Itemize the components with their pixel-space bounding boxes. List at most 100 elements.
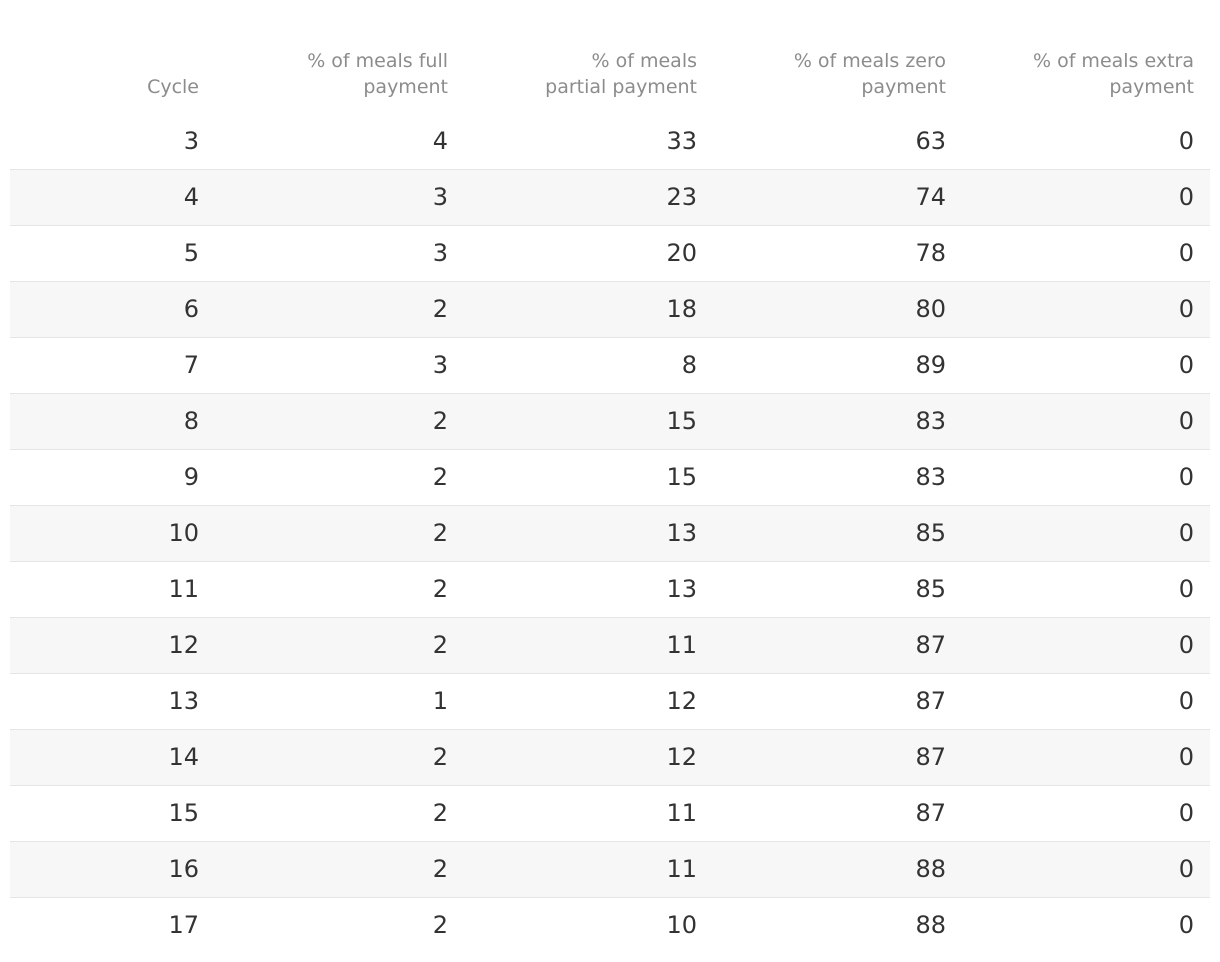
cell-cycle: 7	[10, 337, 215, 394]
cell-cycle: 16	[10, 841, 215, 898]
cell-extra-payment: 0	[962, 113, 1210, 170]
cell-full-payment: 1	[215, 673, 464, 730]
table-row: 7 3 8 89 0	[10, 337, 1210, 394]
table-row: 6 2 18 80 0	[10, 281, 1210, 338]
column-header-full-payment: % of meals full payment	[307, 50, 448, 98]
cell-full-payment: 2	[215, 449, 464, 506]
cell-full-payment: 4	[215, 113, 464, 170]
cell-full-payment: 3	[215, 337, 464, 394]
cell-full-payment: 2	[215, 617, 464, 674]
table-row: 9 2 15 83 0	[10, 449, 1210, 506]
table-row: 14 2 12 87 0	[10, 729, 1210, 786]
cell-partial-payment: 15	[464, 393, 713, 450]
cell-extra-payment: 0	[1178, 911, 1194, 940]
data-table: Cycle % of meals full payment % of meals…	[10, 0, 1210, 953]
cell-partial-payment: 20	[464, 225, 713, 282]
table-header: Cycle % of meals full payment % of meals…	[10, 0, 1210, 113]
cell-zero-payment: 87	[713, 617, 962, 674]
data-table-container: Cycle % of meals full payment % of meals…	[10, 0, 1210, 953]
table-row: 16 2 11 88 0	[10, 841, 1210, 898]
cell-full-payment: 2	[215, 505, 464, 562]
cell-zero-payment: 89	[713, 337, 962, 394]
column-header-zero-payment: % of meals zero payment	[793, 50, 946, 98]
cell-partial-payment: 12	[464, 673, 713, 730]
cell-extra-payment: 0	[962, 673, 1210, 730]
table-row: 15 2 11 87 0	[10, 785, 1210, 842]
table-row: 12 2 11 87 0	[10, 617, 1210, 674]
cell-cycle: 11	[10, 561, 215, 618]
cell-extra-payment: 0	[962, 505, 1210, 562]
table-row: 4 3 23 74 0	[10, 169, 1210, 226]
cell-partial-payment: 10	[666, 911, 697, 940]
cell-extra-payment: 0	[962, 617, 1210, 674]
cell-full-payment: 2	[215, 841, 464, 898]
cell-cycle: 12	[10, 617, 215, 674]
cell-full-payment: 2	[215, 785, 464, 842]
cell-zero-payment: 87	[713, 729, 962, 786]
cell-zero-payment: 74	[713, 169, 962, 226]
cell-cycle: 5	[10, 225, 215, 282]
cell-partial-payment: 12	[464, 729, 713, 786]
table-row: 11 2 13 85 0	[10, 561, 1210, 618]
cell-extra-payment: 0	[962, 729, 1210, 786]
cell-partial-payment: 11	[464, 617, 713, 674]
cell-zero-payment: 83	[713, 393, 962, 450]
cell-cycle: 6	[10, 281, 215, 338]
cell-cycle: 10	[10, 505, 215, 562]
cell-cycle: 3	[10, 113, 215, 170]
cell-zero-payment: 87	[713, 673, 962, 730]
cell-full-payment: 2	[432, 911, 448, 940]
cell-zero-payment: 85	[713, 505, 962, 562]
cell-partial-payment: 18	[464, 281, 713, 338]
cell-cycle: 8	[10, 393, 215, 450]
cell-full-payment: 3	[215, 169, 464, 226]
cell-partial-payment: 11	[464, 841, 713, 898]
cell-partial-payment: 11	[464, 785, 713, 842]
table-row: 13 1 12 87 0	[10, 673, 1210, 730]
cell-partial-payment: 23	[464, 169, 713, 226]
column-header-extra-payment: % of meals extra payment	[1032, 50, 1194, 98]
cell-zero-payment: 78	[713, 225, 962, 282]
cell-partial-payment: 8	[464, 337, 713, 394]
cell-cycle: 4	[10, 169, 215, 226]
table-body: 3 4 33 63 0 4 3 23 74 0 5 3 20 78 0 6 2 18 80 0 7 3 8 89 0 8 2 15 83…	[10, 113, 1210, 953]
cell-extra-payment: 0	[962, 841, 1210, 898]
cell-zero-payment: 87	[713, 785, 962, 842]
cell-zero-payment: 88	[915, 911, 946, 940]
cell-cycle: 13	[10, 673, 215, 730]
cell-cycle: 17	[168, 911, 199, 940]
cell-extra-payment: 0	[962, 561, 1210, 618]
cell-partial-payment: 13	[464, 505, 713, 562]
cell-extra-payment: 0	[962, 449, 1210, 506]
cell-zero-payment: 85	[713, 561, 962, 618]
cell-zero-payment: 88	[713, 841, 962, 898]
cell-extra-payment: 0	[962, 281, 1210, 338]
cell-full-payment: 2	[215, 393, 464, 450]
table-row: 17 2 10 88 0	[10, 897, 1210, 953]
cell-extra-payment: 0	[962, 337, 1210, 394]
cell-extra-payment: 0	[962, 169, 1210, 226]
cell-full-payment: 2	[215, 281, 464, 338]
cell-cycle: 14	[10, 729, 215, 786]
cell-extra-payment: 0	[962, 393, 1210, 450]
cell-extra-payment: 0	[962, 225, 1210, 282]
cell-partial-payment: 15	[464, 449, 713, 506]
cell-full-payment: 2	[215, 561, 464, 618]
cell-cycle: 9	[10, 449, 215, 506]
column-header-cycle: Cycle	[147, 76, 199, 98]
table-row: 3 4 33 63 0	[10, 113, 1210, 170]
table-row: 10 2 13 85 0	[10, 505, 1210, 562]
cell-zero-payment: 83	[713, 449, 962, 506]
table-row: 8 2 15 83 0	[10, 393, 1210, 450]
cell-cycle: 15	[10, 785, 215, 842]
cell-partial-payment: 33	[464, 113, 713, 170]
cell-zero-payment: 80	[713, 281, 962, 338]
cell-extra-payment: 0	[962, 785, 1210, 842]
column-header-partial-payment: % of meals partial payment	[545, 50, 697, 98]
cell-zero-payment: 63	[713, 113, 962, 170]
cell-full-payment: 3	[215, 225, 464, 282]
table-row: 5 3 20 78 0	[10, 225, 1210, 282]
cell-full-payment: 2	[215, 729, 464, 786]
cell-partial-payment: 13	[464, 561, 713, 618]
header-row: Cycle % of meals full payment % of meals…	[10, 0, 1210, 113]
